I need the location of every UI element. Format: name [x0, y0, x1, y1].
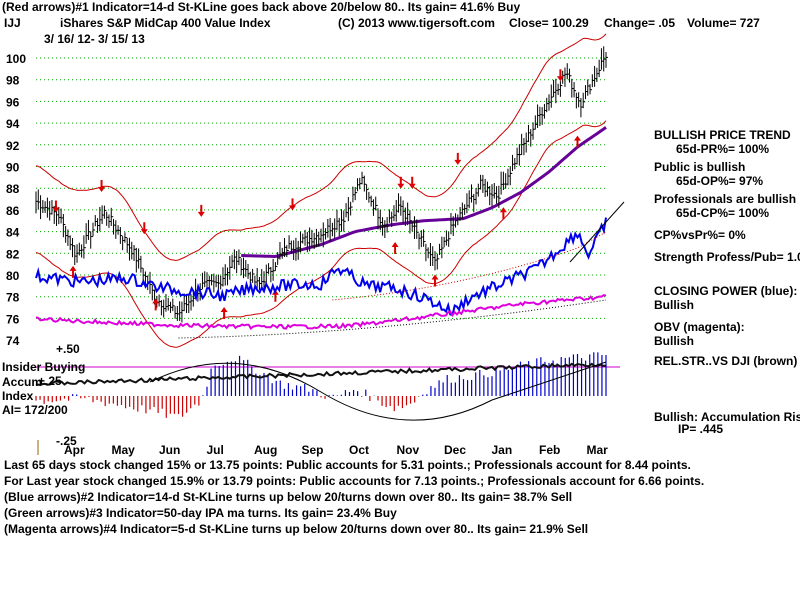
- red-up-arrow: [152, 298, 160, 311]
- pr-value: 65d-PR%= 100%: [676, 142, 770, 156]
- x-month-label: Dec: [444, 443, 466, 457]
- rel-strength-line: [35, 362, 606, 386]
- red-down-arrow: [408, 176, 416, 189]
- ip-value: IP= .445: [678, 422, 724, 436]
- x-month-label: Mar: [587, 443, 609, 457]
- y-tick-label: 88: [6, 182, 20, 196]
- footer-magenta-arrows: (Magenta arrows)#4 Indicator=5-d St-KLin…: [4, 522, 589, 536]
- footer-green-arrows: (Green arrows)#3 Indicator=50-day IPA ma…: [4, 506, 397, 520]
- red-down-arrow: [556, 69, 564, 82]
- y-tick-label: 98: [6, 74, 20, 88]
- footer-65day: Last 65 days stock changed 15% or 13.75 …: [4, 458, 691, 472]
- y-tick-label: 80: [6, 269, 20, 283]
- y-tick-label: 86: [6, 204, 20, 218]
- strength-ratio: Strength Profess/Pub= 1.0: [654, 250, 800, 264]
- lower-band: [35, 120, 607, 348]
- copyright: (C) 2013 www.tigersoft.com: [338, 16, 495, 30]
- index-label: Index: [2, 389, 34, 403]
- close-value: Close= 100.29: [509, 16, 589, 30]
- red-down-arrow: [197, 204, 205, 217]
- red-down-arrow: [454, 152, 462, 165]
- obv-line: [35, 294, 607, 331]
- red-down-arrow: [140, 222, 148, 235]
- indicator-1-line: (Red arrows)#1 Indicator=14-d St-KLine g…: [2, 0, 521, 14]
- change-value: Change= .05: [604, 16, 676, 30]
- x-month-label: Sep: [302, 443, 324, 457]
- professionals-bullish: Professionals are bullish: [654, 192, 797, 206]
- x-month-label: Feb: [539, 443, 560, 457]
- red-up-arrow: [574, 135, 581, 148]
- accum-label: Accum: [2, 375, 43, 389]
- y-tick-label: 84: [6, 226, 20, 240]
- x-month-label: May: [112, 443, 136, 457]
- red-up-arrow: [69, 265, 77, 278]
- date-range: 3/ 16/ 12- 3/ 15/ 13: [44, 32, 145, 46]
- red-up-arrow: [431, 274, 439, 287]
- closing-power-trendline: [569, 201, 625, 263]
- red-up-arrow: [499, 207, 507, 220]
- closing-power-label: CLOSING POWER (blue):: [654, 284, 798, 298]
- obv-trend: [178, 299, 607, 339]
- x-month-label: Aug: [254, 443, 277, 457]
- y-tick-label: 78: [6, 291, 20, 305]
- upper-band: [35, 33, 607, 261]
- x-month-label: Jul: [207, 443, 224, 457]
- relstr-label: REL.STR..VS DJI (brown): [654, 354, 798, 368]
- op-value: 65d-OP%= 97%: [676, 174, 764, 188]
- accumulation-status: Bullish: Accumulation Rising: [654, 410, 800, 424]
- accum-plus50: +.50: [56, 342, 80, 356]
- obv-status: Bullish: [654, 334, 695, 348]
- cp-vs-pr: CP%vsPr%= 0%: [654, 228, 746, 242]
- y-tick-label: 94: [6, 117, 20, 131]
- y-tick-label: 100: [6, 52, 26, 66]
- y-tick-label: 90: [6, 161, 20, 175]
- moving-average-line: [241, 126, 607, 259]
- red-up-arrow: [391, 241, 399, 254]
- ticker: IJJ: [4, 16, 21, 30]
- bullish-price-trend: BULLISH PRICE TREND: [654, 128, 791, 142]
- accum-minus25: -.25: [56, 434, 77, 448]
- public-bullish: Public is bullish: [654, 160, 746, 174]
- x-month-label: Oct: [349, 443, 369, 457]
- x-month-label: Nov: [397, 443, 420, 457]
- y-tick-label: 96: [6, 95, 20, 109]
- footer-year: For Last year stock changed 15.9% or 13.…: [4, 474, 705, 488]
- closing-power-status: Bullish: [654, 298, 695, 312]
- red-down-arrow: [98, 179, 106, 192]
- red-down-arrow: [289, 198, 296, 211]
- red-down-arrow: [397, 176, 405, 189]
- accum-plus25: +.25: [38, 374, 62, 388]
- y-tick-label: 82: [6, 247, 20, 261]
- accum-ma-line: [149, 361, 607, 421]
- ai-value: AI= 172/200: [2, 403, 68, 417]
- y-tick-label: 74: [6, 334, 20, 348]
- y-tick-label: 92: [6, 139, 20, 153]
- obv-label: OBV (magenta):: [654, 320, 745, 334]
- red-up-arrow: [220, 307, 228, 320]
- closing-power-line: [35, 217, 607, 317]
- volume-value: Volume= 727: [687, 16, 760, 30]
- cp-value: 65d-CP%= 100%: [676, 206, 770, 220]
- insider-buying-label: Insider Buying: [2, 360, 86, 374]
- red-down-arrow: [52, 200, 60, 213]
- x-month-label: Apr: [64, 443, 85, 457]
- y-tick-label: 76: [6, 312, 20, 326]
- fund-name: iShares S&P MidCap 400 Value Index: [60, 16, 271, 30]
- red-up-arrow: [271, 289, 279, 302]
- x-month-label: Jun: [159, 443, 180, 457]
- x-month-label: Jan: [492, 443, 513, 457]
- footer-blue-arrows: (Blue arrows)#2 Indicator=14-d St-KLine …: [4, 490, 573, 504]
